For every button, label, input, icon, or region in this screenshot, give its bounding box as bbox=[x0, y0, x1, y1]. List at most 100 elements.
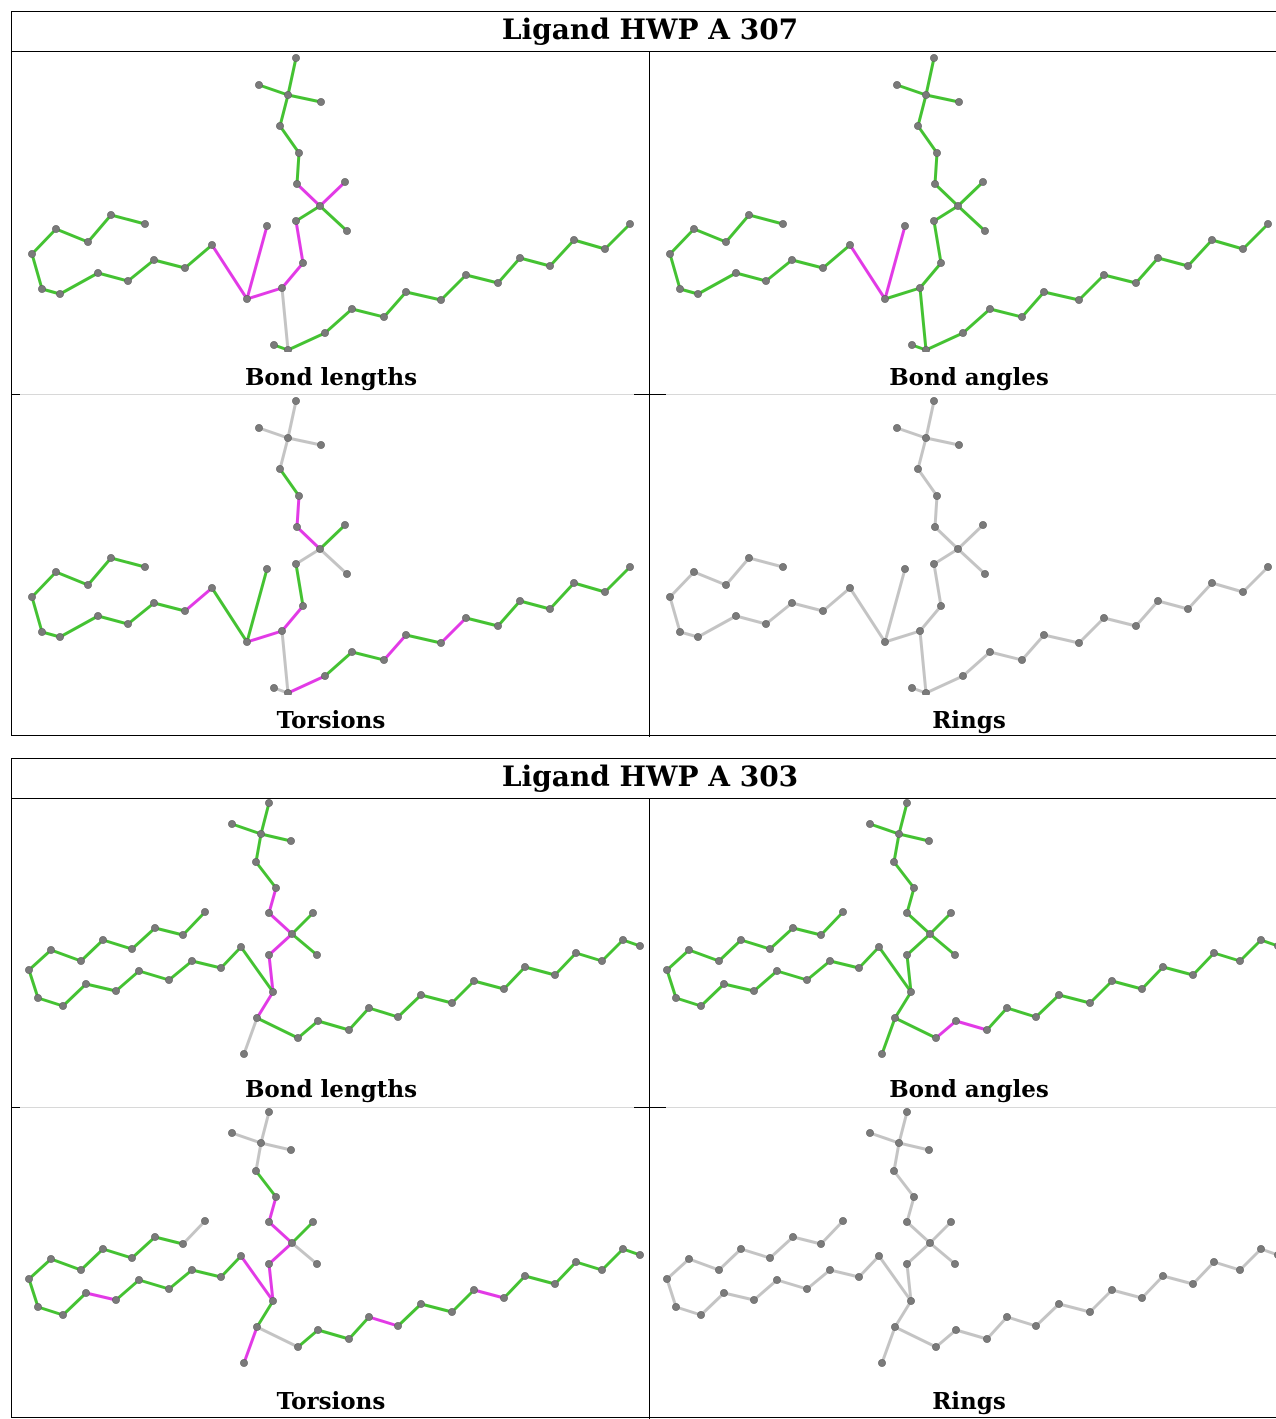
atom bbox=[284, 689, 292, 695]
bond bbox=[1161, 1274, 1195, 1286]
atom bbox=[284, 434, 292, 442]
cell-caption: Bond angles bbox=[889, 364, 1049, 391]
atom bbox=[926, 930, 934, 938]
bond bbox=[245, 224, 269, 301]
bond bbox=[382, 290, 408, 319]
bond bbox=[768, 926, 795, 951]
atom bbox=[1236, 957, 1244, 965]
bond bbox=[137, 969, 171, 982]
atom bbox=[979, 178, 987, 186]
bond bbox=[286, 56, 298, 97]
bond bbox=[956, 204, 987, 233]
atom bbox=[1055, 1300, 1063, 1308]
atom bbox=[878, 1359, 886, 1367]
atom bbox=[292, 217, 300, 225]
molecule-diagram bbox=[25, 1108, 644, 1367]
bond bbox=[828, 959, 861, 970]
bond bbox=[318, 547, 349, 576]
atom bbox=[299, 259, 307, 267]
bond bbox=[294, 562, 305, 608]
bond bbox=[961, 307, 992, 335]
atom bbox=[925, 1146, 933, 1154]
bond bbox=[210, 586, 249, 644]
atom bbox=[720, 980, 728, 988]
atom bbox=[932, 1343, 940, 1351]
atom bbox=[265, 1260, 273, 1268]
molecule-diagram bbox=[28, 397, 634, 695]
atom bbox=[690, 568, 698, 576]
atom bbox=[217, 1273, 225, 1281]
atom bbox=[59, 1311, 67, 1319]
atom bbox=[1257, 936, 1265, 944]
atom bbox=[228, 1129, 236, 1137]
atom bbox=[462, 271, 470, 279]
bond bbox=[295, 525, 322, 551]
bond bbox=[934, 1328, 958, 1349]
atom bbox=[272, 884, 280, 892]
atom bbox=[922, 91, 930, 99]
bond bbox=[101, 938, 134, 951]
atom bbox=[269, 1297, 277, 1305]
atom bbox=[56, 633, 64, 641]
bond bbox=[934, 1019, 958, 1040]
atom bbox=[265, 1218, 273, 1226]
divider bbox=[12, 1107, 20, 1108]
atom bbox=[903, 1218, 911, 1226]
bond bbox=[892, 1169, 916, 1199]
atom bbox=[1132, 622, 1140, 630]
atom bbox=[394, 1322, 402, 1330]
atom bbox=[237, 943, 245, 951]
atom bbox=[697, 1002, 705, 1010]
bond bbox=[518, 256, 552, 268]
bond bbox=[239, 945, 275, 994]
bond bbox=[286, 93, 323, 104]
bond bbox=[54, 227, 90, 244]
atom bbox=[891, 1323, 899, 1331]
atom bbox=[265, 951, 273, 959]
bond bbox=[892, 860, 916, 890]
atom bbox=[255, 424, 263, 432]
ligand-panel-1: Ligand HWP A 307 Bond lengths Bond angle… bbox=[11, 11, 1276, 737]
bond bbox=[295, 182, 322, 208]
atom bbox=[265, 799, 273, 807]
atom bbox=[107, 554, 115, 562]
atom bbox=[819, 264, 827, 272]
cell-bond-angles: Bond angles bbox=[650, 52, 1276, 395]
atom bbox=[895, 1139, 903, 1147]
bond bbox=[496, 599, 522, 628]
bond bbox=[101, 1247, 134, 1260]
bond bbox=[954, 1328, 989, 1341]
bond bbox=[1057, 993, 1092, 1005]
bond bbox=[84, 982, 118, 993]
bond bbox=[924, 436, 961, 447]
bond bbox=[347, 1006, 371, 1032]
atom bbox=[52, 568, 60, 576]
atom bbox=[826, 957, 834, 965]
bond bbox=[239, 1254, 275, 1303]
bond bbox=[242, 1016, 259, 1056]
atom bbox=[272, 1193, 280, 1201]
atom bbox=[52, 225, 60, 233]
bond bbox=[278, 467, 301, 498]
bond bbox=[190, 1268, 223, 1279]
bond bbox=[722, 982, 756, 993]
bond bbox=[84, 1291, 118, 1302]
atom bbox=[278, 284, 286, 292]
bond bbox=[396, 1302, 423, 1328]
atom bbox=[208, 584, 216, 592]
atom bbox=[931, 180, 939, 188]
bond bbox=[245, 567, 269, 644]
bond bbox=[130, 926, 157, 951]
bond bbox=[572, 581, 607, 594]
atom bbox=[875, 943, 883, 951]
atom bbox=[914, 122, 922, 130]
atom bbox=[34, 1303, 42, 1311]
bond bbox=[242, 1325, 259, 1365]
bond bbox=[181, 910, 207, 937]
bond bbox=[600, 938, 625, 963]
bond bbox=[267, 886, 278, 915]
bond bbox=[603, 222, 632, 251]
bond bbox=[316, 1328, 351, 1341]
atom bbox=[925, 837, 933, 845]
atom bbox=[937, 602, 945, 610]
